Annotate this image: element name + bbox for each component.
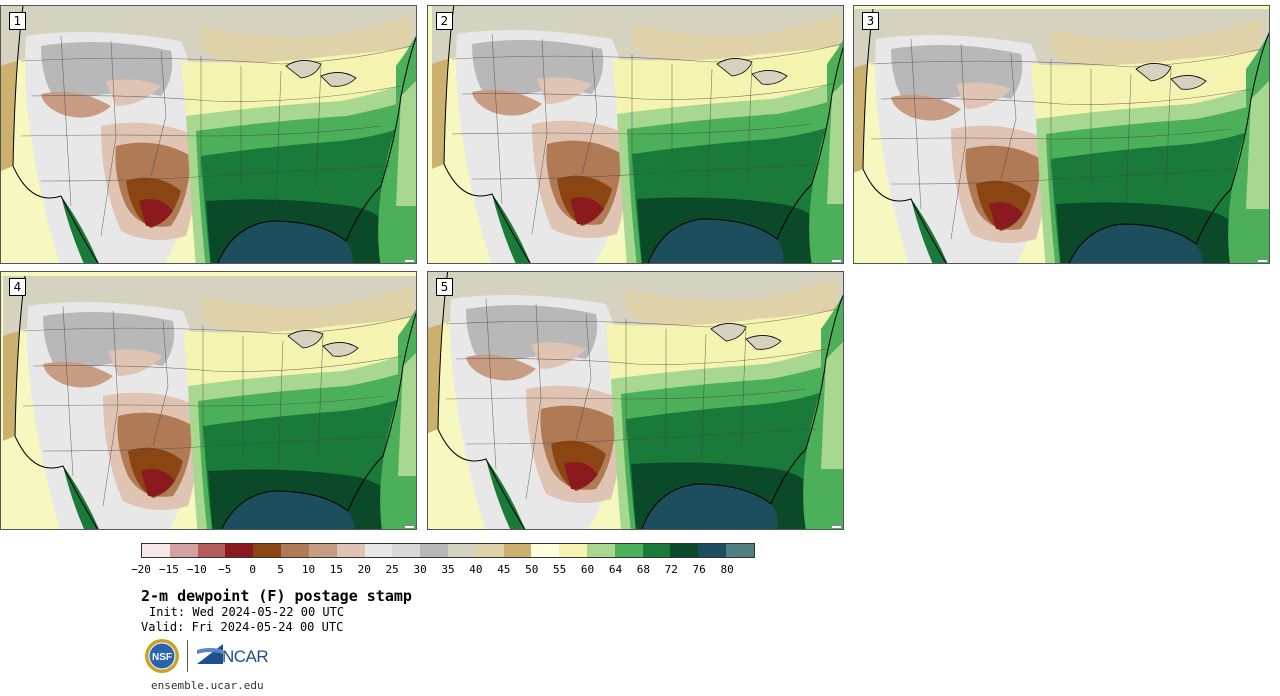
valid-time: Valid: Fri 2024-05-24 00 UTC (141, 620, 344, 634)
colorbar-tick-label: 80 (720, 563, 734, 576)
colorbar-segment (698, 544, 727, 557)
panel-corner-mark (1258, 259, 1267, 262)
colorbar-tick-label: −15 (158, 563, 179, 576)
map-panel[interactable]: 3 (853, 5, 1270, 264)
colorbar-segment (726, 544, 754, 557)
colorbar-segment (475, 544, 504, 557)
colorbar-tick-labels: −20 −15 −10 −5 0 5 10 15 20 25 30 35 40 45 50 55 60 64 68 7… (131, 563, 781, 577)
colorbar-tick-label: −20 (131, 563, 151, 576)
colorbar-tick-label: 64 (608, 563, 623, 576)
map-panel[interactable]: 5 (427, 271, 844, 530)
panel-corner-mark (832, 525, 841, 528)
colorbar-segment (308, 544, 337, 557)
nsf-logo-text: NSF (152, 652, 172, 663)
panel-number: 4 (9, 278, 26, 296)
panel-corner-mark (832, 259, 841, 262)
dewpoint-map (1, 6, 416, 263)
colorbar-segment (281, 544, 309, 557)
colorbar-tick-label: 15 (329, 563, 343, 576)
colorbar-segment (364, 544, 393, 557)
colorbar-tick-label: 0 (249, 563, 256, 576)
colorbar-tick-label: 76 (692, 563, 706, 576)
colorbar-tick-label: −10 (186, 563, 207, 576)
colorbar-segment (420, 544, 448, 557)
colorbar-segment (670, 544, 699, 557)
colorbar-tick-label: 10 (301, 563, 316, 576)
map-panel[interactable]: 1 (0, 5, 417, 264)
colorbar-tick-label: −5 (218, 563, 232, 576)
init-time: Init: Wed 2024-05-22 00 UTC (149, 605, 345, 619)
dewpoint-map (428, 6, 843, 263)
colorbar (141, 543, 755, 558)
map-panel[interactable]: 2 (427, 5, 844, 264)
dewpoint-map (1, 272, 416, 529)
colorbar-segment (225, 544, 254, 557)
colorbar-segment (531, 544, 560, 557)
colorbar-tick-label: 20 (357, 563, 371, 576)
colorbar-tick-label: 72 (664, 563, 678, 576)
colorbar-segment (197, 544, 226, 557)
colorbar-segment (559, 544, 587, 557)
colorbar-segment (587, 544, 615, 557)
colorbar-segment (169, 544, 198, 557)
dewpoint-map (854, 6, 1269, 263)
colorbar-tick-label: 55 (553, 563, 567, 576)
colorbar-tick-label: 40 (469, 563, 483, 576)
colorbar-tick-label: 60 (580, 563, 595, 576)
colorbar-segment (253, 544, 282, 557)
panel-number: 5 (436, 278, 453, 296)
colorbar-segment (447, 544, 476, 557)
panel-corner-mark (405, 259, 414, 262)
colorbar-tick-label: 5 (277, 563, 284, 576)
colorbar-tick-label: 50 (525, 563, 539, 576)
panel-number: 3 (862, 12, 879, 30)
colorbar-segment (336, 544, 365, 557)
logo-divider (187, 640, 188, 672)
panel-number: 2 (436, 12, 453, 30)
colorbar-tick-label: 25 (385, 563, 399, 576)
panel-number: 1 (9, 12, 26, 30)
ncar-logo-mark (197, 644, 223, 664)
colorbar-tick-label: 30 (413, 563, 427, 576)
ncar-logo[interactable]: NCAR (222, 647, 269, 666)
panel-corner-mark (405, 525, 414, 528)
logos: NSF NCAR (144, 638, 284, 676)
colorbar-segment (614, 544, 643, 557)
colorbar-tick-label: 45 (497, 563, 511, 576)
colorbar-segment (142, 544, 170, 557)
colorbar-segment (392, 544, 421, 557)
site-url[interactable]: ensemble.ucar.edu (151, 679, 264, 692)
page-title: 2-m dewpoint (F) postage stamp (141, 587, 412, 605)
nsf-logo[interactable]: NSF (144, 638, 180, 674)
colorbar-segment (503, 544, 532, 557)
colorbar-tick-label: 35 (441, 563, 455, 576)
map-panel[interactable]: 4 (0, 271, 417, 530)
colorbar-segment (642, 544, 671, 557)
colorbar-tick-label: 68 (636, 563, 650, 576)
dewpoint-map (428, 272, 843, 529)
